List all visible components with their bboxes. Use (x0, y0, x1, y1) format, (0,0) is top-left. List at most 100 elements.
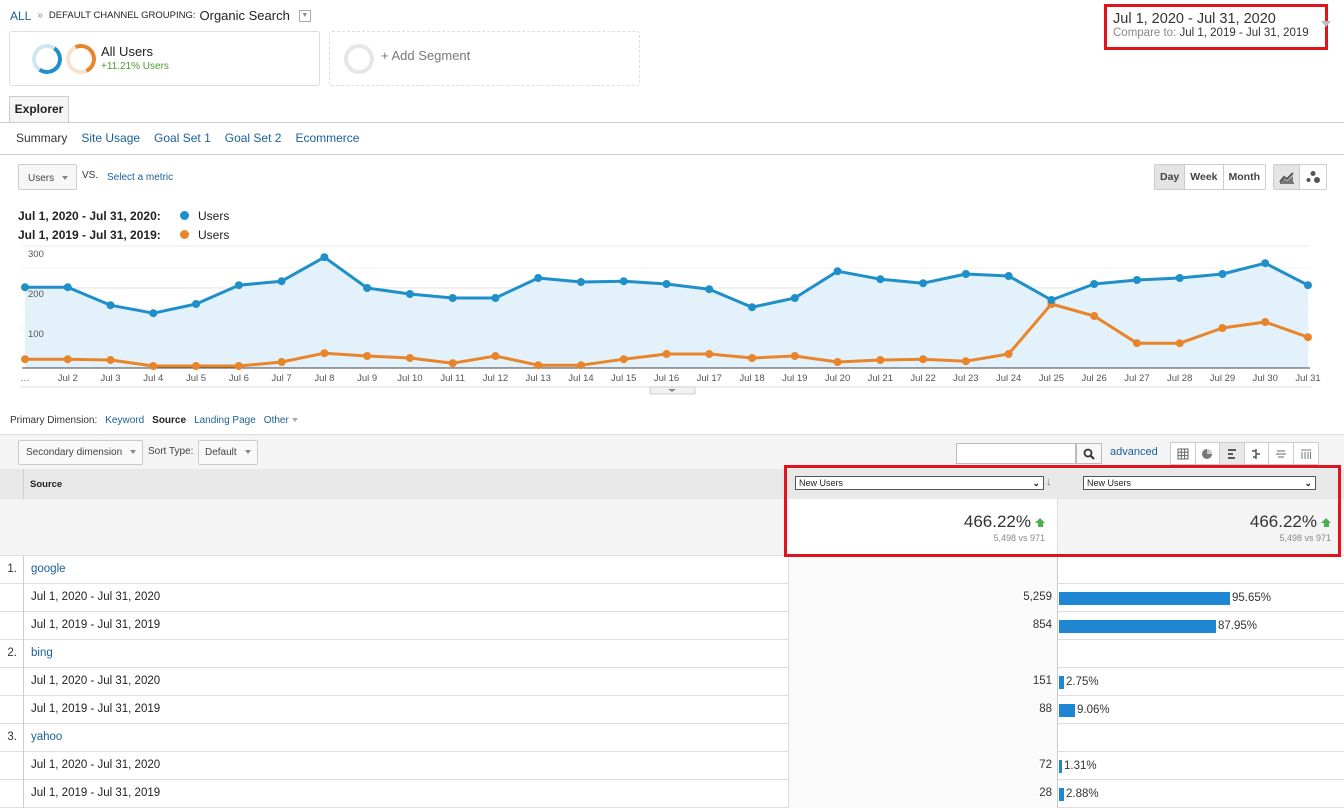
source-column-header[interactable]: Source (30, 479, 63, 490)
percentage-value: 87.95% (1218, 620, 1258, 632)
search-button[interactable] (1076, 443, 1102, 464)
svg-text:200: 200 (28, 289, 44, 300)
source-link[interactable]: bing (31, 647, 53, 659)
term-cloud-view-button[interactable] (1269, 443, 1294, 464)
add-segment-label: + Add Segment (381, 48, 471, 63)
metric-dropdown[interactable]: Users (18, 164, 77, 190)
divider (0, 122, 1344, 123)
svg-text:Jul 3: Jul 3 (100, 373, 120, 384)
table-row: Jul 1, 2019 - Jul 31, 2019 28 2.88% (0, 780, 1344, 808)
date-range-picker[interactable]: Jul 1, 2020 - Jul 31, 2020 Compare to: J… (1104, 4, 1331, 50)
sort-type-dropdown[interactable]: Default (198, 440, 258, 465)
motion-chart-button[interactable] (1300, 165, 1326, 189)
svg-text:Jul 28: Jul 28 (1167, 373, 1192, 384)
period-week-button[interactable]: Week (1185, 165, 1224, 189)
summary-cell-1: 466.22% 5,498 vs 971 (788, 499, 1058, 556)
breadcrumb-all-link[interactable]: ALL (10, 8, 32, 23)
breadcrumb-separator: » (37, 10, 43, 21)
source-link[interactable]: yahoo (31, 731, 63, 743)
add-segment-button[interactable]: + Add Segment (329, 31, 640, 86)
subtab-goal-set-2[interactable]: Goal Set 2 (224, 131, 282, 145)
table-row: Jul 1, 2020 - Jul 31, 2020 151 2.75% (0, 668, 1344, 696)
select-metric-link[interactable]: Select a metric (107, 172, 174, 183)
row-index: 3. (0, 724, 24, 752)
svg-text:Jul 13: Jul 13 (526, 373, 551, 384)
value-cell (788, 640, 1058, 668)
percentage-bar-cell: 87.95% (1059, 612, 1257, 640)
subtab-ecommerce[interactable]: Ecommerce (295, 131, 360, 145)
data-view-button[interactable] (1171, 443, 1196, 464)
row-index (0, 612, 24, 640)
divider (0, 154, 1344, 155)
explorer-subtabs: Summary Site Usage Goal Set 1 Goal Set 2… (16, 131, 359, 145)
legend-metric: Users (198, 208, 230, 223)
period-month-button[interactable]: Month (1223, 165, 1266, 189)
pivot-view-button[interactable] (1294, 443, 1319, 464)
source-link[interactable]: google (31, 563, 66, 575)
compare-label: Compare to: (1113, 27, 1177, 39)
row-index: 1. (0, 556, 24, 584)
tab-explorer[interactable]: Explorer (9, 96, 69, 123)
row-index (0, 780, 24, 808)
metric-column-select-1[interactable]: New Users ⌄ (795, 476, 1044, 490)
percentage-value: 9.06% (1077, 704, 1110, 716)
table-row: Jul 1, 2019 - Jul 31, 2019 88 9.06% (0, 696, 1344, 724)
percentage-bar (1059, 703, 1075, 717)
metric-column-select-2[interactable]: New Users ⌄ (1083, 476, 1316, 490)
dimension-source[interactable]: Source (152, 415, 187, 426)
subtab-goal-set-1[interactable]: Goal Set 1 (154, 131, 211, 145)
segment-ring-empty-icon (344, 44, 374, 74)
legend-range: Jul 1, 2020 - Jul 31, 2020: (18, 208, 161, 223)
subtab-summary[interactable]: Summary (16, 131, 68, 145)
segment-title: All Users (101, 44, 154, 59)
percentage-bar (1059, 759, 1062, 773)
period-day-button[interactable]: Day (1155, 165, 1186, 189)
sort-type-label: Sort Type: (148, 446, 194, 457)
table-search-input[interactable] (956, 443, 1076, 464)
users-line-chart[interactable]: 100 200 300 … Jul 2 Jul 3 Jul 4 Jul 5 Jul 6 Jul 7… (0, 240, 1344, 400)
advanced-filter-link[interactable]: advanced (1110, 446, 1158, 458)
line-chart-button[interactable] (1274, 165, 1300, 189)
percentage-bar-cell: 2.88% (1059, 780, 1099, 808)
table-view-toggle (1170, 442, 1319, 465)
chevron-down-icon: ▼ (301, 12, 309, 19)
dimension-other-label: Other (263, 415, 289, 426)
percentage-value: 1.31% (1064, 760, 1097, 772)
grouping-dropdown-button[interactable]: ▼ (298, 9, 311, 22)
metric-column-value: New Users (1087, 478, 1132, 488)
dimension-other[interactable]: Other (264, 415, 298, 426)
segment-ring-blue-icon (29, 41, 65, 77)
table-row: Jul 1, 2020 - Jul 31, 2020 72 1.31% (0, 752, 1344, 780)
dimension-keyword[interactable]: Keyword (105, 415, 145, 426)
chart-legend: Jul 1, 2020 - Jul 31, 2020: Users Jul 1,… (18, 206, 229, 244)
dimension-landing-page[interactable]: Landing Page (194, 415, 256, 426)
segment-all-users[interactable]: All Users +11.21% Users (9, 31, 320, 86)
row-index: 2. (0, 640, 24, 668)
table-row-source: 2. bing (0, 640, 1344, 668)
summary-row: 466.22% 5,498 vs 971 466.22% 5,498 vs 97… (0, 499, 1344, 556)
comparison-view-button[interactable] (1245, 443, 1269, 464)
row-index (0, 584, 24, 612)
sort-descending-icon[interactable]: ↓ (1046, 476, 1052, 488)
svg-text:Jul 7: Jul 7 (272, 373, 292, 384)
chevron-down-icon (244, 450, 251, 455)
secondary-dimension-dropdown[interactable]: Secondary dimension (18, 440, 143, 465)
new-users-value: 854 (788, 612, 1058, 640)
performance-view-button[interactable] (1220, 443, 1245, 464)
percentage-bar-cell: 1.31% (1059, 752, 1097, 780)
search-icon (1083, 448, 1095, 460)
grouping-label: DEFAULT CHANNEL GROUPING: (48, 10, 196, 21)
index-column-header (0, 469, 24, 499)
svg-text:Jul 6: Jul 6 (229, 373, 249, 384)
grouping-value: Organic Search (199, 8, 290, 23)
sort-type-value: Default (205, 447, 237, 458)
bubble-chart-icon (1306, 171, 1320, 183)
percentage-view-button[interactable] (1196, 443, 1220, 464)
new-users-value: 88 (788, 696, 1058, 724)
svg-text:Jul 31: Jul 31 (1295, 373, 1320, 384)
svg-text:Jul 12: Jul 12 (483, 373, 508, 384)
subtab-site-usage[interactable]: Site Usage (81, 131, 141, 145)
svg-text:Jul 11: Jul 11 (440, 373, 465, 384)
percentage-bar (1059, 787, 1064, 801)
date-range-label: Jul 1, 2020 - Jul 31, 2020 (31, 759, 161, 771)
